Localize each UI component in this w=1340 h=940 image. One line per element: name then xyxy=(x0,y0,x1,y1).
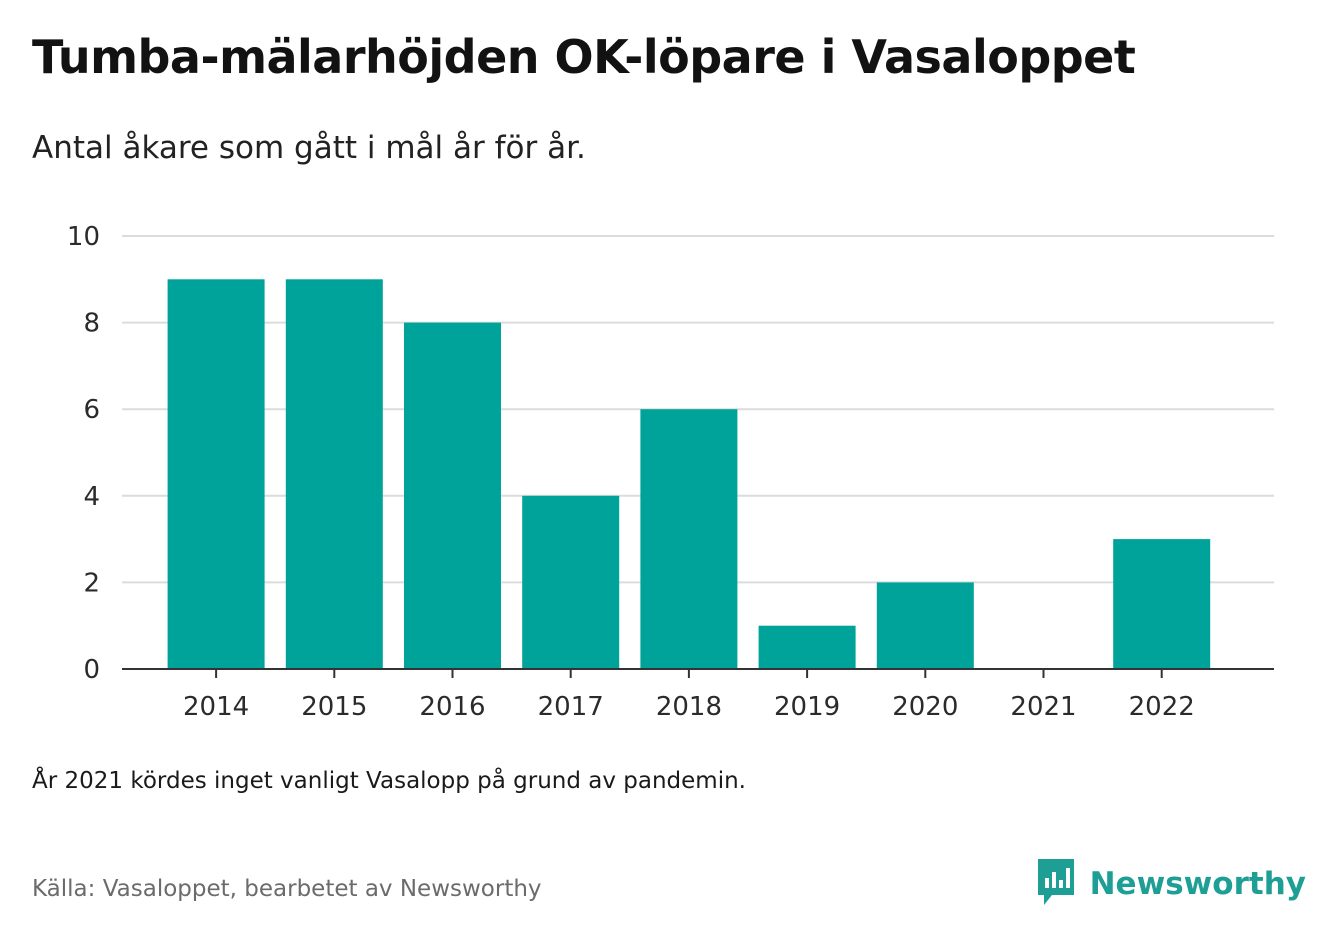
y-tick-label: 10 xyxy=(67,222,100,252)
bar-chart: 0 2 4 6 8 10 2014 2015 2016 2017 2018 2019 2020 2021… xyxy=(67,222,1274,722)
chart-subtitle: Antal åkare som gått i mål år för år. xyxy=(32,130,586,166)
x-tick-label-2018: 2018 xyxy=(656,692,722,722)
y-tick-label: 4 xyxy=(83,482,100,512)
x-ticks xyxy=(215,669,1163,678)
x-tick-label-2021: 2021 xyxy=(1010,692,1076,722)
x-tick-labels: 2014 2015 2016 2017 2018 2019 2020 2021 2022 xyxy=(183,692,1195,722)
x-tick-label-2017: 2017 xyxy=(538,692,604,722)
bar-2019 xyxy=(758,625,856,669)
newsworthy-logo-icon xyxy=(1036,857,1076,911)
x-tick-label-2016: 2016 xyxy=(419,692,485,722)
x-tick-label-2020: 2020 xyxy=(892,692,958,722)
x-tick-label-2014: 2014 xyxy=(183,692,249,722)
bar-2014 xyxy=(167,279,265,669)
y-tick-label: 8 xyxy=(83,309,100,339)
x-tick-label-2022: 2022 xyxy=(1129,692,1195,722)
chart-note: År 2021 kördes inget vanligt Vasalopp på… xyxy=(32,768,746,794)
x-tick-label-2019: 2019 xyxy=(774,692,840,722)
bars xyxy=(167,279,1211,669)
y-tick-labels: 0 2 4 6 8 10 xyxy=(67,222,100,685)
bar-2022 xyxy=(1113,539,1211,669)
chart-title: Tumba-mälarhöjden OK-löpare i Vasaloppet xyxy=(32,30,1136,84)
source-credit: Källa: Vasaloppet, bearbetet av Newswort… xyxy=(32,876,542,902)
y-tick-label: 6 xyxy=(83,395,100,425)
brand-name: Newsworthy xyxy=(1089,866,1306,902)
bar-2020 xyxy=(876,582,974,669)
bar-2017 xyxy=(522,495,620,669)
brand-logo: Newsworthy xyxy=(1036,858,1306,910)
bar-2016 xyxy=(404,322,501,669)
bar-2018 xyxy=(640,409,738,669)
x-tick-label-2015: 2015 xyxy=(301,692,367,722)
bar-2015 xyxy=(285,279,383,669)
y-tick-label: 0 xyxy=(83,655,100,685)
y-tick-label: 2 xyxy=(83,568,100,598)
